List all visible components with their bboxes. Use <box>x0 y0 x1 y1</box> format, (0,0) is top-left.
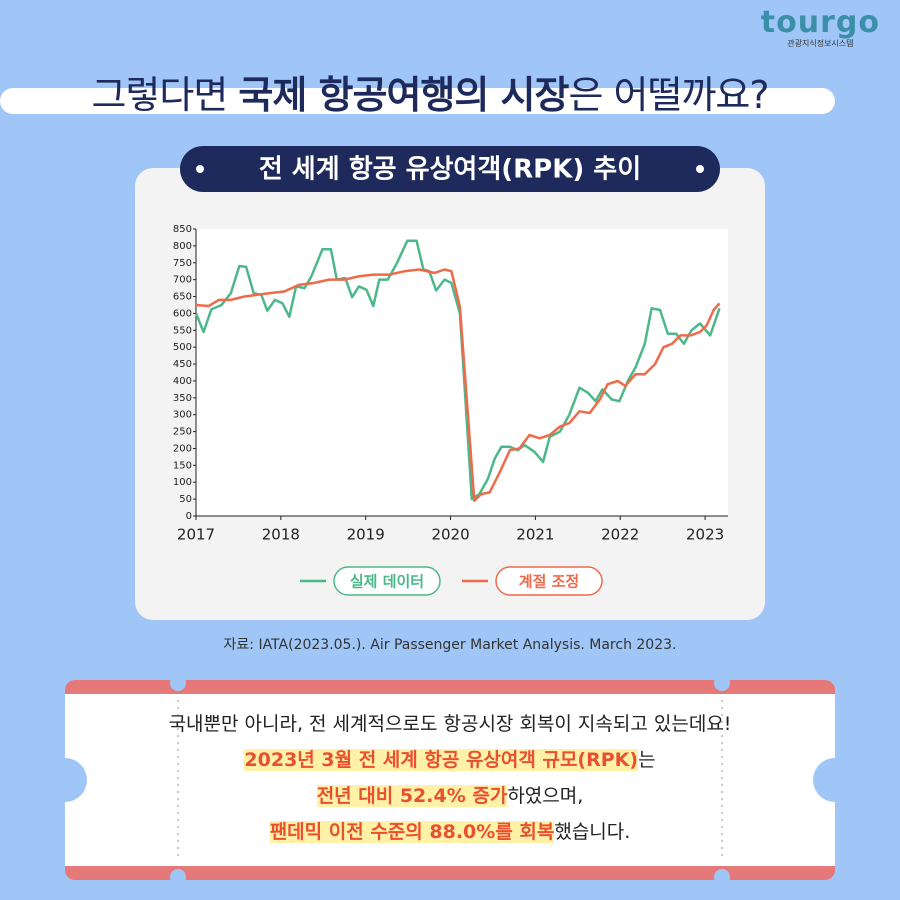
y-tick-label: 400 <box>173 376 192 387</box>
ticket-notch <box>43 758 87 802</box>
y-tick-label: 250 <box>173 427 192 438</box>
ticket-notch <box>170 675 186 691</box>
y-tick-label: 150 <box>173 460 192 471</box>
legend-pill <box>333 566 441 596</box>
note-text: 는 <box>638 749 656 771</box>
plot-area <box>196 229 728 516</box>
legend-label: 실제 데이터 <box>350 573 424 591</box>
legend-label: 계절 조정 <box>519 573 579 591</box>
note-highlight: 전년 대비 52.4% 증가 <box>316 785 508 807</box>
y-tick-label: 0 <box>186 511 192 522</box>
ticket-notch <box>714 869 730 885</box>
note-highlight: 팬데믹 이전 수준의 88.0%를 회복 <box>269 821 555 843</box>
logo-sub: 관광지식정보시스템 <box>787 39 854 48</box>
legend-pill <box>495 566 603 596</box>
logo-text: tourgo <box>760 5 880 40</box>
y-tick-label: 700 <box>173 275 192 286</box>
chart-title: 전 세계 항공 유상여객(RPK) 추이 <box>259 155 641 185</box>
x-tick-label: 2021 <box>516 526 554 544</box>
note-line: 2023년 3월 전 세계 항공 유상여객 규모(RPK)는 <box>65 742 835 778</box>
x-tick-label: 2023 <box>686 526 724 544</box>
badge-dot <box>696 165 704 173</box>
x-tick-label: 2017 <box>177 526 215 544</box>
logo: tourgo 관광지식정보시스템 <box>761 8 880 49</box>
x-tick-label: 2018 <box>262 526 300 544</box>
note-line: 국내뿐만 아니라, 전 세계적으로도 항공시장 회복이 지속되고 있는데요! <box>65 706 835 742</box>
note-text: 국내뿐만 아니라, 전 세계적으로도 항공시장 회복이 지속되고 있는데요! <box>168 713 732 735</box>
chart-badge <box>180 146 720 192</box>
y-tick-label: 500 <box>173 342 192 353</box>
page-title: 그렇다면 국제 항공여행의 시장은 어떨까요? <box>20 64 840 119</box>
title-part: 그렇다면 <box>91 73 239 117</box>
y-tick-label: 450 <box>173 359 192 370</box>
badge-dot <box>196 165 204 173</box>
ticket-notch <box>170 869 186 885</box>
y-tick-label: 750 <box>173 258 192 269</box>
note-line: 팬데믹 이전 수준의 88.0%를 회복했습니다. <box>65 814 835 850</box>
title-part: 은 어떨까요? <box>568 73 769 117</box>
y-tick-label: 200 <box>173 443 192 454</box>
y-tick-label: 100 <box>173 477 192 488</box>
x-tick-label: 2020 <box>431 526 469 544</box>
ticket-notch <box>813 758 857 802</box>
source: 자료: IATA(2023.05.). Air Passenger Market… <box>224 637 677 653</box>
note-text: 했습니다. <box>554 821 631 843</box>
note-text: 하였으며, <box>507 785 584 807</box>
x-tick-label: 2022 <box>601 526 639 544</box>
ticket-notch <box>714 675 730 691</box>
y-tick-label: 600 <box>173 308 192 319</box>
x-tick-label: 2019 <box>347 526 385 544</box>
y-tick-label: 850 <box>173 224 192 235</box>
series-line <box>194 239 721 501</box>
note-highlight: 2023년 3월 전 세계 항공 유상여객 규모(RPK) <box>244 749 639 771</box>
note: 국내뿐만 아니라, 전 세계적으로도 항공시장 회복이 지속되고 있는데요! 20… <box>65 706 835 850</box>
title-part: 국제 항공여행의 시장 <box>238 73 569 117</box>
y-tick-label: 800 <box>173 241 192 252</box>
note-line: 전년 대비 52.4% 증가하였으며, <box>65 778 835 814</box>
y-tick-label: 550 <box>173 325 192 336</box>
y-tick-label: 650 <box>173 292 192 303</box>
y-tick-label: 350 <box>173 393 192 404</box>
y-tick-label: 50 <box>179 494 192 505</box>
series-line <box>195 268 721 503</box>
title-stripe <box>0 88 835 114</box>
y-tick-label: 300 <box>173 410 192 421</box>
